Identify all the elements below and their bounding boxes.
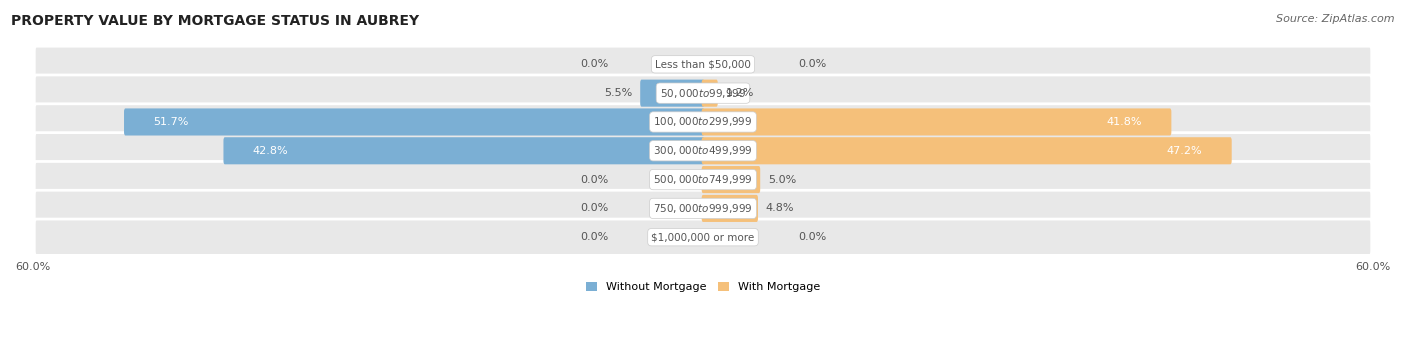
- Text: PROPERTY VALUE BY MORTGAGE STATUS IN AUBREY: PROPERTY VALUE BY MORTGAGE STATUS IN AUB…: [11, 14, 419, 28]
- FancyBboxPatch shape: [224, 137, 704, 164]
- Text: 4.8%: 4.8%: [766, 203, 794, 214]
- FancyBboxPatch shape: [702, 195, 758, 222]
- Text: 0.0%: 0.0%: [579, 232, 607, 242]
- Legend: Without Mortgage, With Mortgage: Without Mortgage, With Mortgage: [582, 277, 824, 297]
- FancyBboxPatch shape: [34, 219, 1372, 255]
- Text: 42.8%: 42.8%: [253, 146, 288, 156]
- Text: $50,000 to $99,999: $50,000 to $99,999: [659, 87, 747, 100]
- Text: $100,000 to $299,999: $100,000 to $299,999: [654, 116, 752, 129]
- FancyBboxPatch shape: [640, 80, 704, 107]
- Text: 47.2%: 47.2%: [1167, 146, 1202, 156]
- FancyBboxPatch shape: [702, 166, 761, 193]
- FancyBboxPatch shape: [34, 46, 1372, 83]
- FancyBboxPatch shape: [124, 108, 704, 136]
- Text: 0.0%: 0.0%: [579, 175, 607, 185]
- Text: Less than $50,000: Less than $50,000: [655, 59, 751, 69]
- Text: 1.2%: 1.2%: [725, 88, 754, 98]
- FancyBboxPatch shape: [34, 75, 1372, 111]
- Text: Source: ZipAtlas.com: Source: ZipAtlas.com: [1277, 14, 1395, 23]
- Text: 0.0%: 0.0%: [799, 59, 827, 69]
- Text: $500,000 to $749,999: $500,000 to $749,999: [654, 173, 752, 186]
- FancyBboxPatch shape: [702, 108, 1171, 136]
- Text: 5.5%: 5.5%: [605, 88, 633, 98]
- Text: 0.0%: 0.0%: [579, 203, 607, 214]
- Text: 41.8%: 41.8%: [1107, 117, 1142, 127]
- FancyBboxPatch shape: [34, 104, 1372, 140]
- FancyBboxPatch shape: [702, 137, 1232, 164]
- Text: 0.0%: 0.0%: [799, 232, 827, 242]
- Text: 51.7%: 51.7%: [153, 117, 188, 127]
- Text: $1,000,000 or more: $1,000,000 or more: [651, 232, 755, 242]
- Text: 0.0%: 0.0%: [579, 59, 607, 69]
- FancyBboxPatch shape: [34, 133, 1372, 169]
- Text: $750,000 to $999,999: $750,000 to $999,999: [654, 202, 752, 215]
- FancyBboxPatch shape: [34, 162, 1372, 198]
- FancyBboxPatch shape: [702, 80, 717, 107]
- FancyBboxPatch shape: [34, 190, 1372, 226]
- Text: $300,000 to $499,999: $300,000 to $499,999: [654, 144, 752, 157]
- Text: 5.0%: 5.0%: [768, 175, 796, 185]
